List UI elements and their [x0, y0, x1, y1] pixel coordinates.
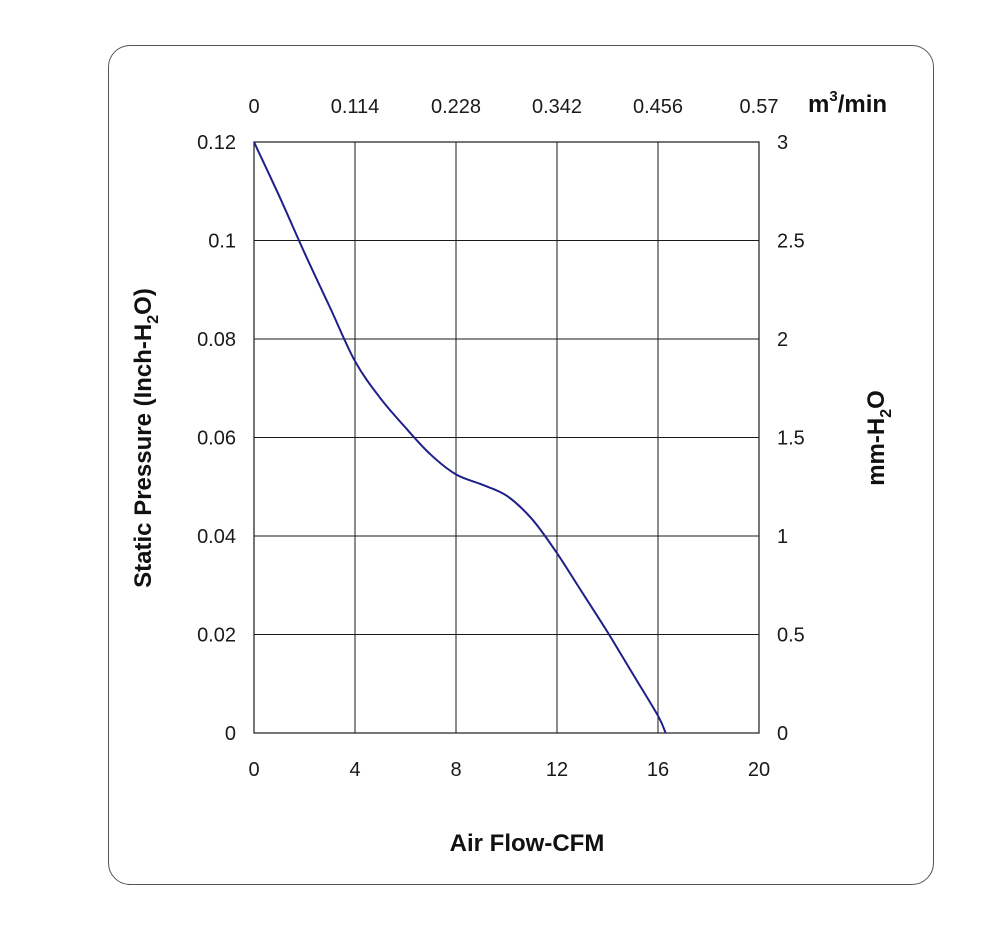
y-left-tick-label: 0: [225, 723, 236, 745]
x-top-tick-label: 0.228: [431, 96, 481, 118]
x-bottom-tick-label: 16: [647, 759, 669, 781]
y-axis-left-title: Static Pressure (Inch-H2O): [130, 288, 162, 588]
y-right-tick-label: 0.5: [777, 625, 805, 647]
y-right-tick-label: 2: [777, 329, 788, 351]
series-layer: [253, 141, 667, 734]
y-left-tick-label: 0.02: [197, 625, 236, 647]
x-top-tick-label: 0: [248, 96, 259, 118]
chart-frame: [108, 45, 934, 885]
y-left-tick-label: 0.04: [197, 526, 236, 548]
plot-area-border: [253, 141, 760, 734]
y-left-tick-label: 0.12: [197, 132, 236, 154]
y-right-tick-label: 1.5: [777, 428, 805, 450]
x-bottom-tick-label: 4: [349, 759, 360, 781]
y-right-tick-label: 3: [777, 132, 788, 154]
x-bottom-tick-label: 20: [748, 759, 770, 781]
y-right-tick-label: 1: [777, 526, 788, 548]
grid: [254, 142, 759, 733]
x-bottom-tick-label: 12: [546, 759, 568, 781]
tick-labels: 0 4 8 12 16 200 0.114 0.228 0.342 0.456 0.5700.020…: [197, 96, 805, 781]
y-axis-right-title: mm-H2O: [863, 390, 895, 486]
x-top-tick-label: 0.456: [633, 96, 683, 118]
x-bottom-tick-label: 8: [450, 759, 461, 781]
top-axis-unit: m3/min: [808, 88, 887, 118]
x-bottom-tick-label: 0: [248, 759, 259, 781]
x-top-tick-label: 0.342: [532, 96, 582, 118]
y-left-tick-label: 0.08: [197, 329, 236, 351]
x-top-tick-label: 0.57: [740, 96, 779, 118]
y-left-tick-label: 0.06: [197, 428, 236, 450]
y-left-tick-label: 0.1: [208, 231, 236, 253]
y-right-tick-label: 0: [777, 723, 788, 745]
x-top-tick-label: 0.114: [331, 96, 380, 118]
y-right-tick-label: 2.5: [777, 231, 805, 253]
x-axis-title: Air Flow-CFM: [450, 830, 605, 857]
series-line: [253, 141, 667, 734]
